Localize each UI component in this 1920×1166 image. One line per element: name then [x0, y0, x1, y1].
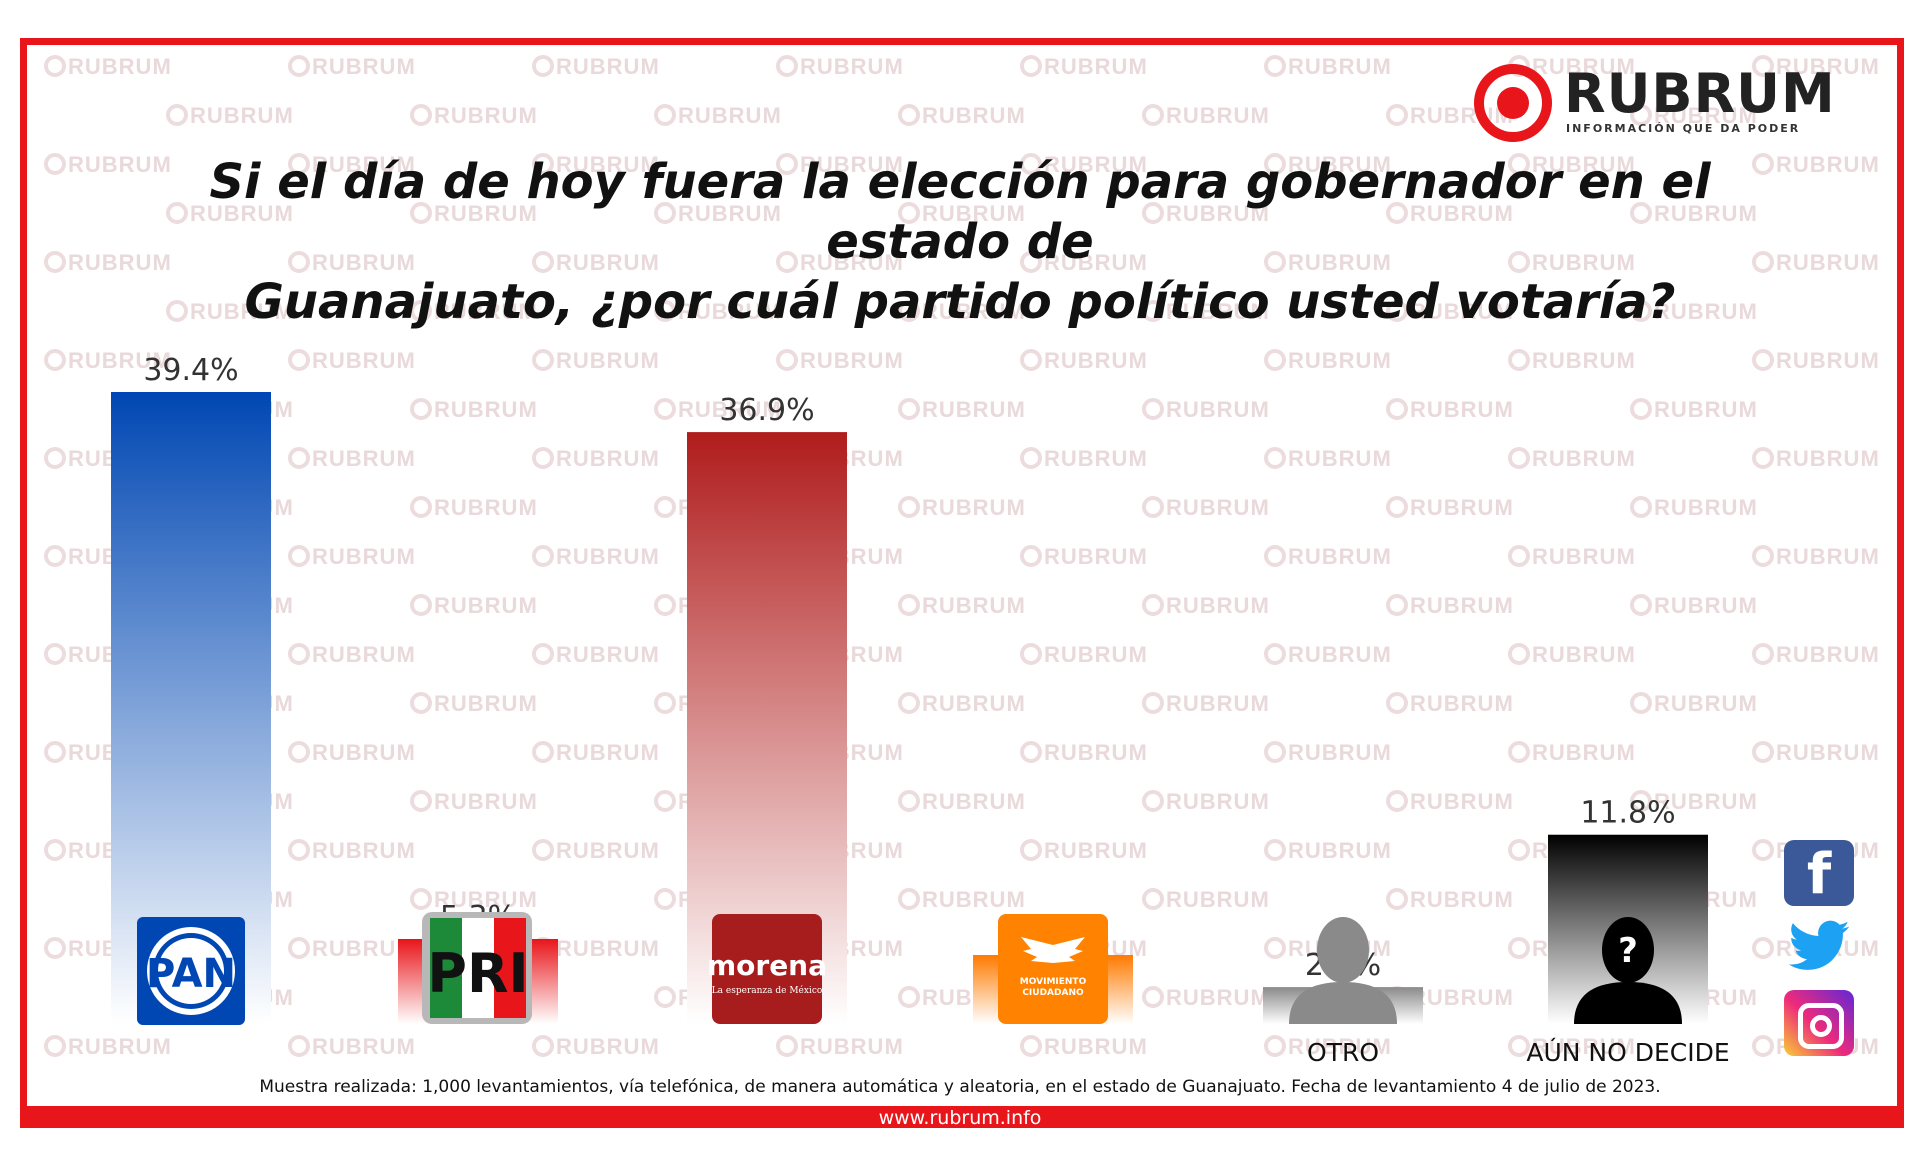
pan-logo: PAN — [137, 917, 245, 1025]
chart-title-line-2: Guanajuato, ¿por cuál partido político u… — [244, 274, 1676, 330]
brand-logo: RUBRUM INFORMACIÓN QUE DA PODER — [1474, 62, 1836, 142]
undecided-person-icon: ? — [1574, 917, 1682, 1024]
methodology-note: Muestra realizada: 1,000 levantamientos,… — [259, 1077, 1661, 1097]
instagram-icon[interactable] — [1784, 990, 1854, 1056]
chart-title-line-1: Si el día de hoy fuera la elección para … — [209, 154, 1711, 270]
question-mark: ? — [1618, 931, 1638, 971]
logo-tagline: INFORMACIÓN QUE DA PODER — [1566, 122, 1801, 135]
value-label: 36.9% — [719, 393, 814, 428]
mc-logo-text: MOVIMIENTO — [1020, 977, 1087, 987]
value-label: 39.4% — [143, 353, 238, 388]
logo-wordmark: RUBRUM — [1564, 62, 1836, 125]
facebook-icon[interactable]: f — [1784, 840, 1854, 907]
otro-person-icon — [1289, 917, 1397, 1024]
pri-logo-text: PRI — [427, 942, 528, 1005]
movimiento-ciudadano-logo: MOVIMIENTO CIUDADANO — [998, 914, 1108, 1024]
category-label: OTRO — [1307, 1038, 1379, 1067]
category-label: AÚN NO DECIDE — [1526, 1037, 1729, 1067]
chart-title: Si el día de hoy fuera la elección para … — [120, 152, 1800, 332]
value-label: 11.8% — [1580, 796, 1675, 831]
website-link[interactable]: www.rubrum.info — [878, 1107, 1042, 1129]
pan-logo-text: PAN — [146, 951, 236, 997]
pri-logo: PRI — [422, 912, 532, 1024]
chart-frame — [20, 38, 1904, 1128]
morena-logo-text: morena — [707, 949, 827, 982]
twitter-icon[interactable] — [1784, 914, 1854, 980]
morena-logo-subtext: La esperanza de México — [712, 985, 823, 996]
mc-logo-text-2: CIUDADANO — [1022, 988, 1084, 998]
morena-logo: morena La esperanza de México — [707, 914, 827, 1024]
logo-circle-icon — [1474, 64, 1552, 142]
